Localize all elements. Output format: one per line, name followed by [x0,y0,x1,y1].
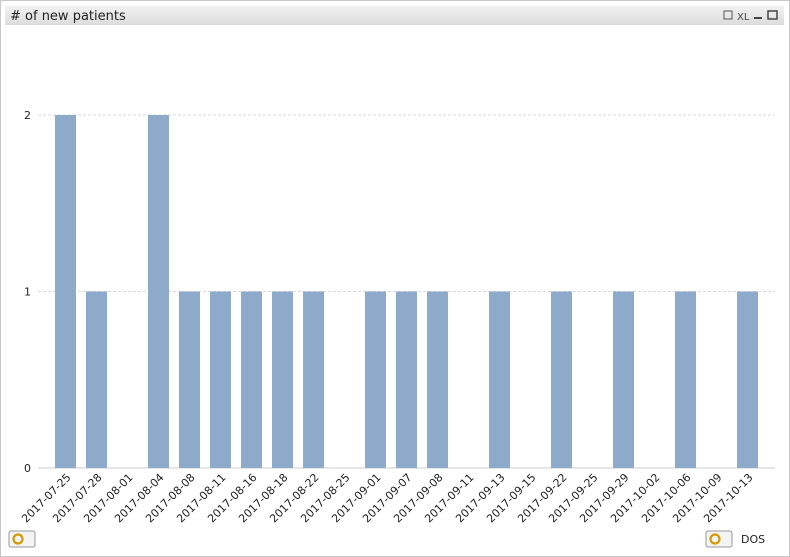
bar [551,291,572,468]
bar [148,115,169,468]
caption-bar [5,6,784,25]
y-tick-label: 2 [24,109,31,122]
bar [179,291,200,468]
bar [489,291,510,468]
bar [55,115,76,468]
bar [210,291,231,468]
bar [613,291,634,468]
bar [427,291,448,468]
x-axis-label: DOS [741,533,765,546]
bar [365,291,386,468]
y-tick-label: 0 [24,462,31,475]
bar [272,291,293,468]
bar [737,291,758,468]
bar [241,291,262,468]
y-tick-label: 1 [24,286,31,299]
maximize-icon[interactable] [767,10,778,20]
chart-title: # of new patients [10,9,126,24]
cycle-icon [709,533,721,545]
bar [303,291,324,468]
bar [396,291,417,468]
bar [675,291,696,468]
xl-button[interactable]: XL [737,12,750,23]
print-icon[interactable] [723,10,733,20]
bar [86,291,107,468]
cycle-icon [12,533,24,545]
